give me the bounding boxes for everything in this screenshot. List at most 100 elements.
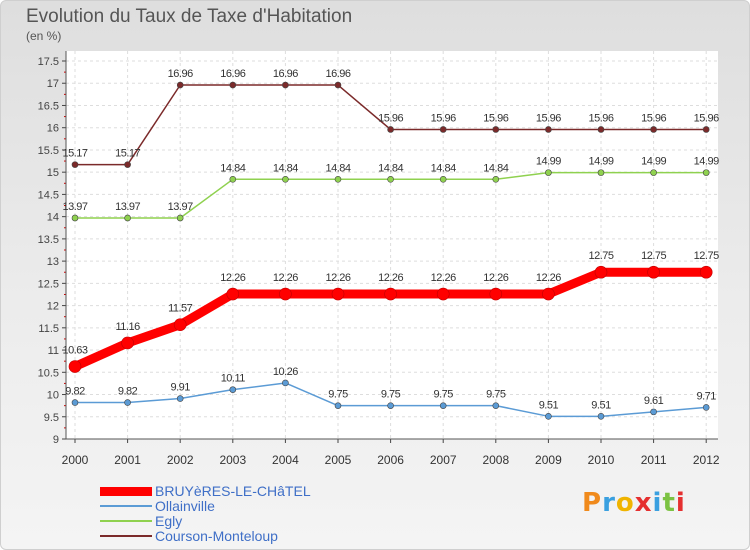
series-0-data-label: 12.26: [220, 272, 245, 284]
series-1-data-label: 9.82: [65, 386, 85, 398]
y-tick-label: 9: [53, 434, 59, 446]
series-1-point: [597, 413, 605, 420]
series-3-point: [124, 161, 131, 168]
y-tick-label: 10: [47, 390, 59, 402]
series-3-data-label: 15.96: [431, 112, 456, 124]
series-3-point: [387, 126, 394, 133]
series-1-data-label: 10.26: [273, 366, 298, 378]
series-1-data-label: 9.51: [591, 399, 611, 411]
series-0-data-label: 12.75: [694, 250, 719, 262]
logo-letter: i: [675, 488, 686, 518]
series-1-point: [334, 402, 342, 409]
series-3-data-label: 15.96: [536, 112, 561, 124]
y-tick-label: 16: [47, 123, 59, 135]
logo-letter: P: [582, 488, 603, 518]
series-3-data-label: 15.96: [694, 112, 719, 124]
series-3-data-label: 16.96: [168, 68, 193, 80]
series-1-point: [71, 399, 79, 406]
series-1-point: [492, 402, 500, 409]
series-3-data-label: 15.17: [115, 148, 140, 160]
series-0-point: [121, 336, 134, 350]
series-3-point: [229, 81, 237, 89]
series-0-point: [331, 287, 345, 301]
series-0-point: [384, 287, 397, 301]
series-0-point: [489, 287, 503, 301]
series-1-data-label: 9.82: [118, 386, 138, 398]
y-tick-label: 11: [48, 345, 59, 357]
series-0-point: [226, 287, 240, 301]
series-3-point: [282, 81, 289, 89]
series-1-data-label: 10.11: [221, 373, 246, 385]
x-tick-label: 2002: [167, 453, 194, 467]
x-tick-label: 2006: [377, 453, 404, 467]
logo-letter: o: [615, 488, 635, 518]
series-2-data-label: 14.99: [588, 156, 613, 168]
y-tick-label: 12: [47, 301, 59, 313]
legend-swatch: [100, 486, 152, 496]
series-2-data-label: 14.99: [641, 156, 666, 168]
series-1-data-label: 9.71: [696, 390, 716, 402]
series-3-point: [492, 126, 500, 133]
x-tick-label: 2011: [641, 453, 667, 467]
series-1-data-label: 9.75: [433, 389, 453, 401]
y-tick-label: 17.5: [38, 56, 59, 68]
series-2-data-label: 14.84: [273, 162, 298, 174]
y-tick-label: 15.5: [38, 145, 59, 157]
series-1-data-label: 9.75: [381, 389, 401, 401]
legend-swatch: [100, 505, 152, 507]
legend-label: Courson-Monteloup: [155, 528, 278, 544]
y-tick-label: 10.5: [38, 367, 59, 379]
logo-letter: t: [662, 488, 676, 518]
logo-letter: r: [602, 488, 616, 518]
series-3-point: [176, 81, 184, 89]
x-tick-label: 2003: [219, 453, 246, 467]
series-1-point: [702, 404, 710, 411]
series-0-data-label: 12.26: [325, 272, 350, 284]
series-1-data-label: 9.91: [170, 382, 190, 394]
x-tick-label: 2004: [272, 453, 299, 467]
x-tick-label: 2005: [325, 453, 352, 467]
legend-label: Egly: [155, 513, 183, 529]
series-1-point: [282, 379, 289, 387]
series-2-data-label: 13.97: [115, 201, 140, 213]
series-3-data-label: 15.96: [641, 112, 666, 124]
series-0-data-label: 12.75: [641, 250, 666, 262]
y-tick-label: 9.5: [44, 412, 59, 424]
x-tick-label: 2010: [588, 453, 615, 467]
y-tick-label: 15: [47, 167, 59, 179]
series-3-point: [702, 126, 710, 133]
legend-swatch: [100, 535, 152, 537]
series-0-data-label: 12.26: [536, 272, 561, 284]
series-0-data-label: 12.75: [588, 250, 613, 262]
logo-letter: x: [634, 488, 653, 518]
series-2-data-label: 13.97: [62, 201, 87, 213]
series-3-data-label: 15.96: [378, 112, 403, 124]
series-3-data-label: 15.96: [483, 112, 508, 124]
y-tick-label: 13.5: [38, 234, 59, 246]
series-2-point: [597, 169, 605, 176]
legend-label: BRUYèRES-LE-CHâTEL: [155, 483, 311, 499]
y-tick-label: 16.5: [38, 100, 59, 112]
series-2-data-label: 14.84: [431, 162, 456, 174]
chart-subtitle: (en %): [26, 29, 62, 43]
series-2-point: [650, 169, 657, 176]
series-2-data-label: 14.84: [483, 162, 508, 174]
series-0-data-label: 11.57: [168, 303, 193, 315]
series-0-data-label: 12.26: [431, 272, 456, 284]
series-0-point: [279, 287, 292, 301]
series-1-data-label: 9.75: [486, 389, 506, 401]
series-3-point: [545, 126, 552, 133]
series-1-point: [229, 386, 237, 393]
series-3-data-label: 16.96: [273, 68, 298, 80]
series-0-data-label: 12.26: [483, 272, 508, 284]
series-2-point: [176, 214, 184, 222]
series-0-data-label: 12.26: [273, 272, 298, 284]
series-0-point: [173, 318, 187, 332]
series-2-point: [71, 214, 79, 222]
legend-swatch: [100, 520, 152, 522]
logo-letter: i: [652, 488, 663, 518]
y-tick-label: 14.5: [38, 189, 59, 201]
series-1-point: [124, 399, 131, 406]
series-1-data-label: 9.61: [644, 395, 664, 407]
series-1-data-label: 9.51: [539, 399, 559, 411]
